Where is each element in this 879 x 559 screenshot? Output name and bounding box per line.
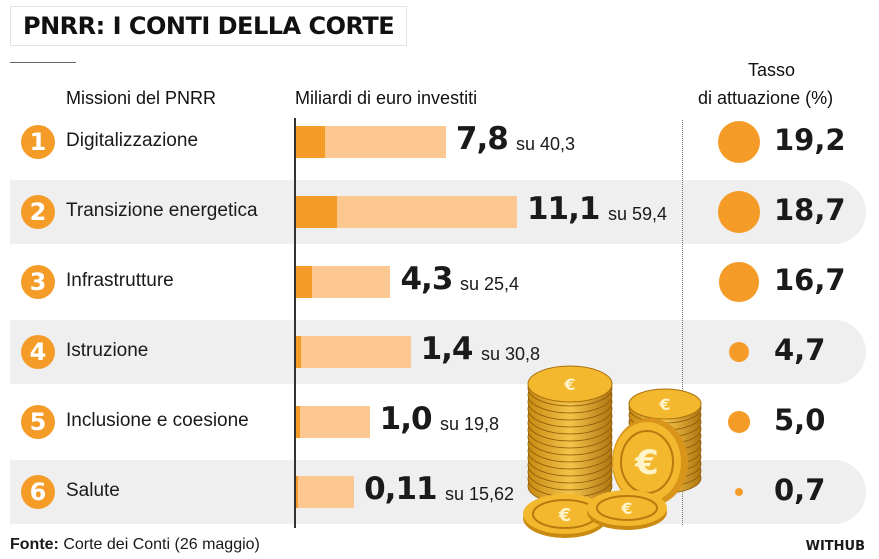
column-header-missions: Missioni del PNRR [66, 88, 217, 108]
column-header-rate-line2: di attuazione (%) [698, 88, 834, 108]
bar-invested [296, 126, 326, 158]
source-note: Fonte: Corte dei Conti (26 maggio) [10, 536, 260, 554]
bar-axis [294, 118, 296, 528]
mission-name: Transizione energetica [66, 200, 258, 221]
svg-text:€: € [620, 499, 632, 518]
rate-dot [728, 411, 750, 433]
invested-value: 4,3 [400, 261, 453, 297]
bar-invested [296, 196, 338, 228]
bar-invested [296, 266, 312, 298]
rate-dot [718, 121, 760, 163]
column-header-investments: Miliardi di euro investiti [295, 88, 478, 108]
bar-total [296, 406, 370, 438]
rate-dot [728, 341, 750, 363]
mission-number: 5 [21, 405, 55, 439]
title-rule [10, 62, 76, 63]
rate-dot [734, 487, 743, 496]
row-band [10, 460, 866, 524]
row-band [10, 320, 866, 384]
total-value: su 15,62 [445, 484, 515, 504]
rate-dot [718, 191, 760, 233]
mission-number: 2 [21, 195, 55, 229]
mission-number: 4 [21, 335, 55, 369]
mission-number: 1 [21, 125, 55, 159]
total-value: su 59,4 [608, 204, 668, 224]
svg-text:€: € [658, 395, 670, 414]
svg-text:€: € [563, 375, 575, 394]
title-box: PNRR: I CONTI DELLA CORTE [10, 6, 408, 46]
mission-name: Salute [66, 480, 120, 501]
brand-logo: WITHUB [805, 539, 865, 554]
rate-value: 5,0 [774, 403, 826, 437]
source-text: Corte dei Conti (26 maggio) [63, 536, 260, 553]
svg-text:€: € [558, 505, 572, 526]
rate-value: 18,7 [774, 193, 846, 227]
bar-invested [296, 476, 298, 508]
total-value: su 19,8 [440, 414, 500, 434]
rate-dot [719, 262, 759, 302]
bar-total [296, 476, 355, 508]
total-value: su 25,4 [460, 274, 520, 294]
source-label: Fonte: [10, 536, 59, 553]
coins-illustration: € € € € € [523, 365, 702, 538]
invested-value: 7,8 [455, 121, 509, 157]
rate-value: 16,7 [774, 263, 846, 297]
rate-value: 19,2 [774, 123, 846, 157]
rate-divider [682, 120, 683, 525]
rate-value: 4,7 [774, 333, 826, 367]
svg-text:€: € [634, 443, 659, 483]
invested-value: 1,0 [379, 401, 433, 437]
invested-value: 1,4 [420, 331, 474, 367]
bar-invested [296, 336, 302, 368]
column-header-rate-line1: Tasso [748, 60, 796, 80]
invested-value: 0,11 [364, 471, 437, 507]
rate-value: 0,7 [774, 473, 826, 507]
invested-value: 11,1 [526, 191, 600, 227]
mission-number: 6 [21, 475, 55, 509]
page-title: PNRR: I CONTI DELLA CORTE [23, 12, 395, 40]
mission-name: Inclusione e coesione [66, 410, 249, 431]
mission-number: 3 [21, 265, 55, 299]
bar-total [296, 336, 411, 368]
total-value: su 30,8 [481, 344, 541, 364]
row-band [10, 390, 866, 454]
total-value: su 40,3 [516, 134, 576, 154]
bar-invested [296, 406, 300, 438]
mission-name: Infrastrutture [66, 270, 174, 291]
mission-name: Digitalizzazione [66, 130, 199, 151]
mission-name: Istruzione [66, 340, 149, 361]
